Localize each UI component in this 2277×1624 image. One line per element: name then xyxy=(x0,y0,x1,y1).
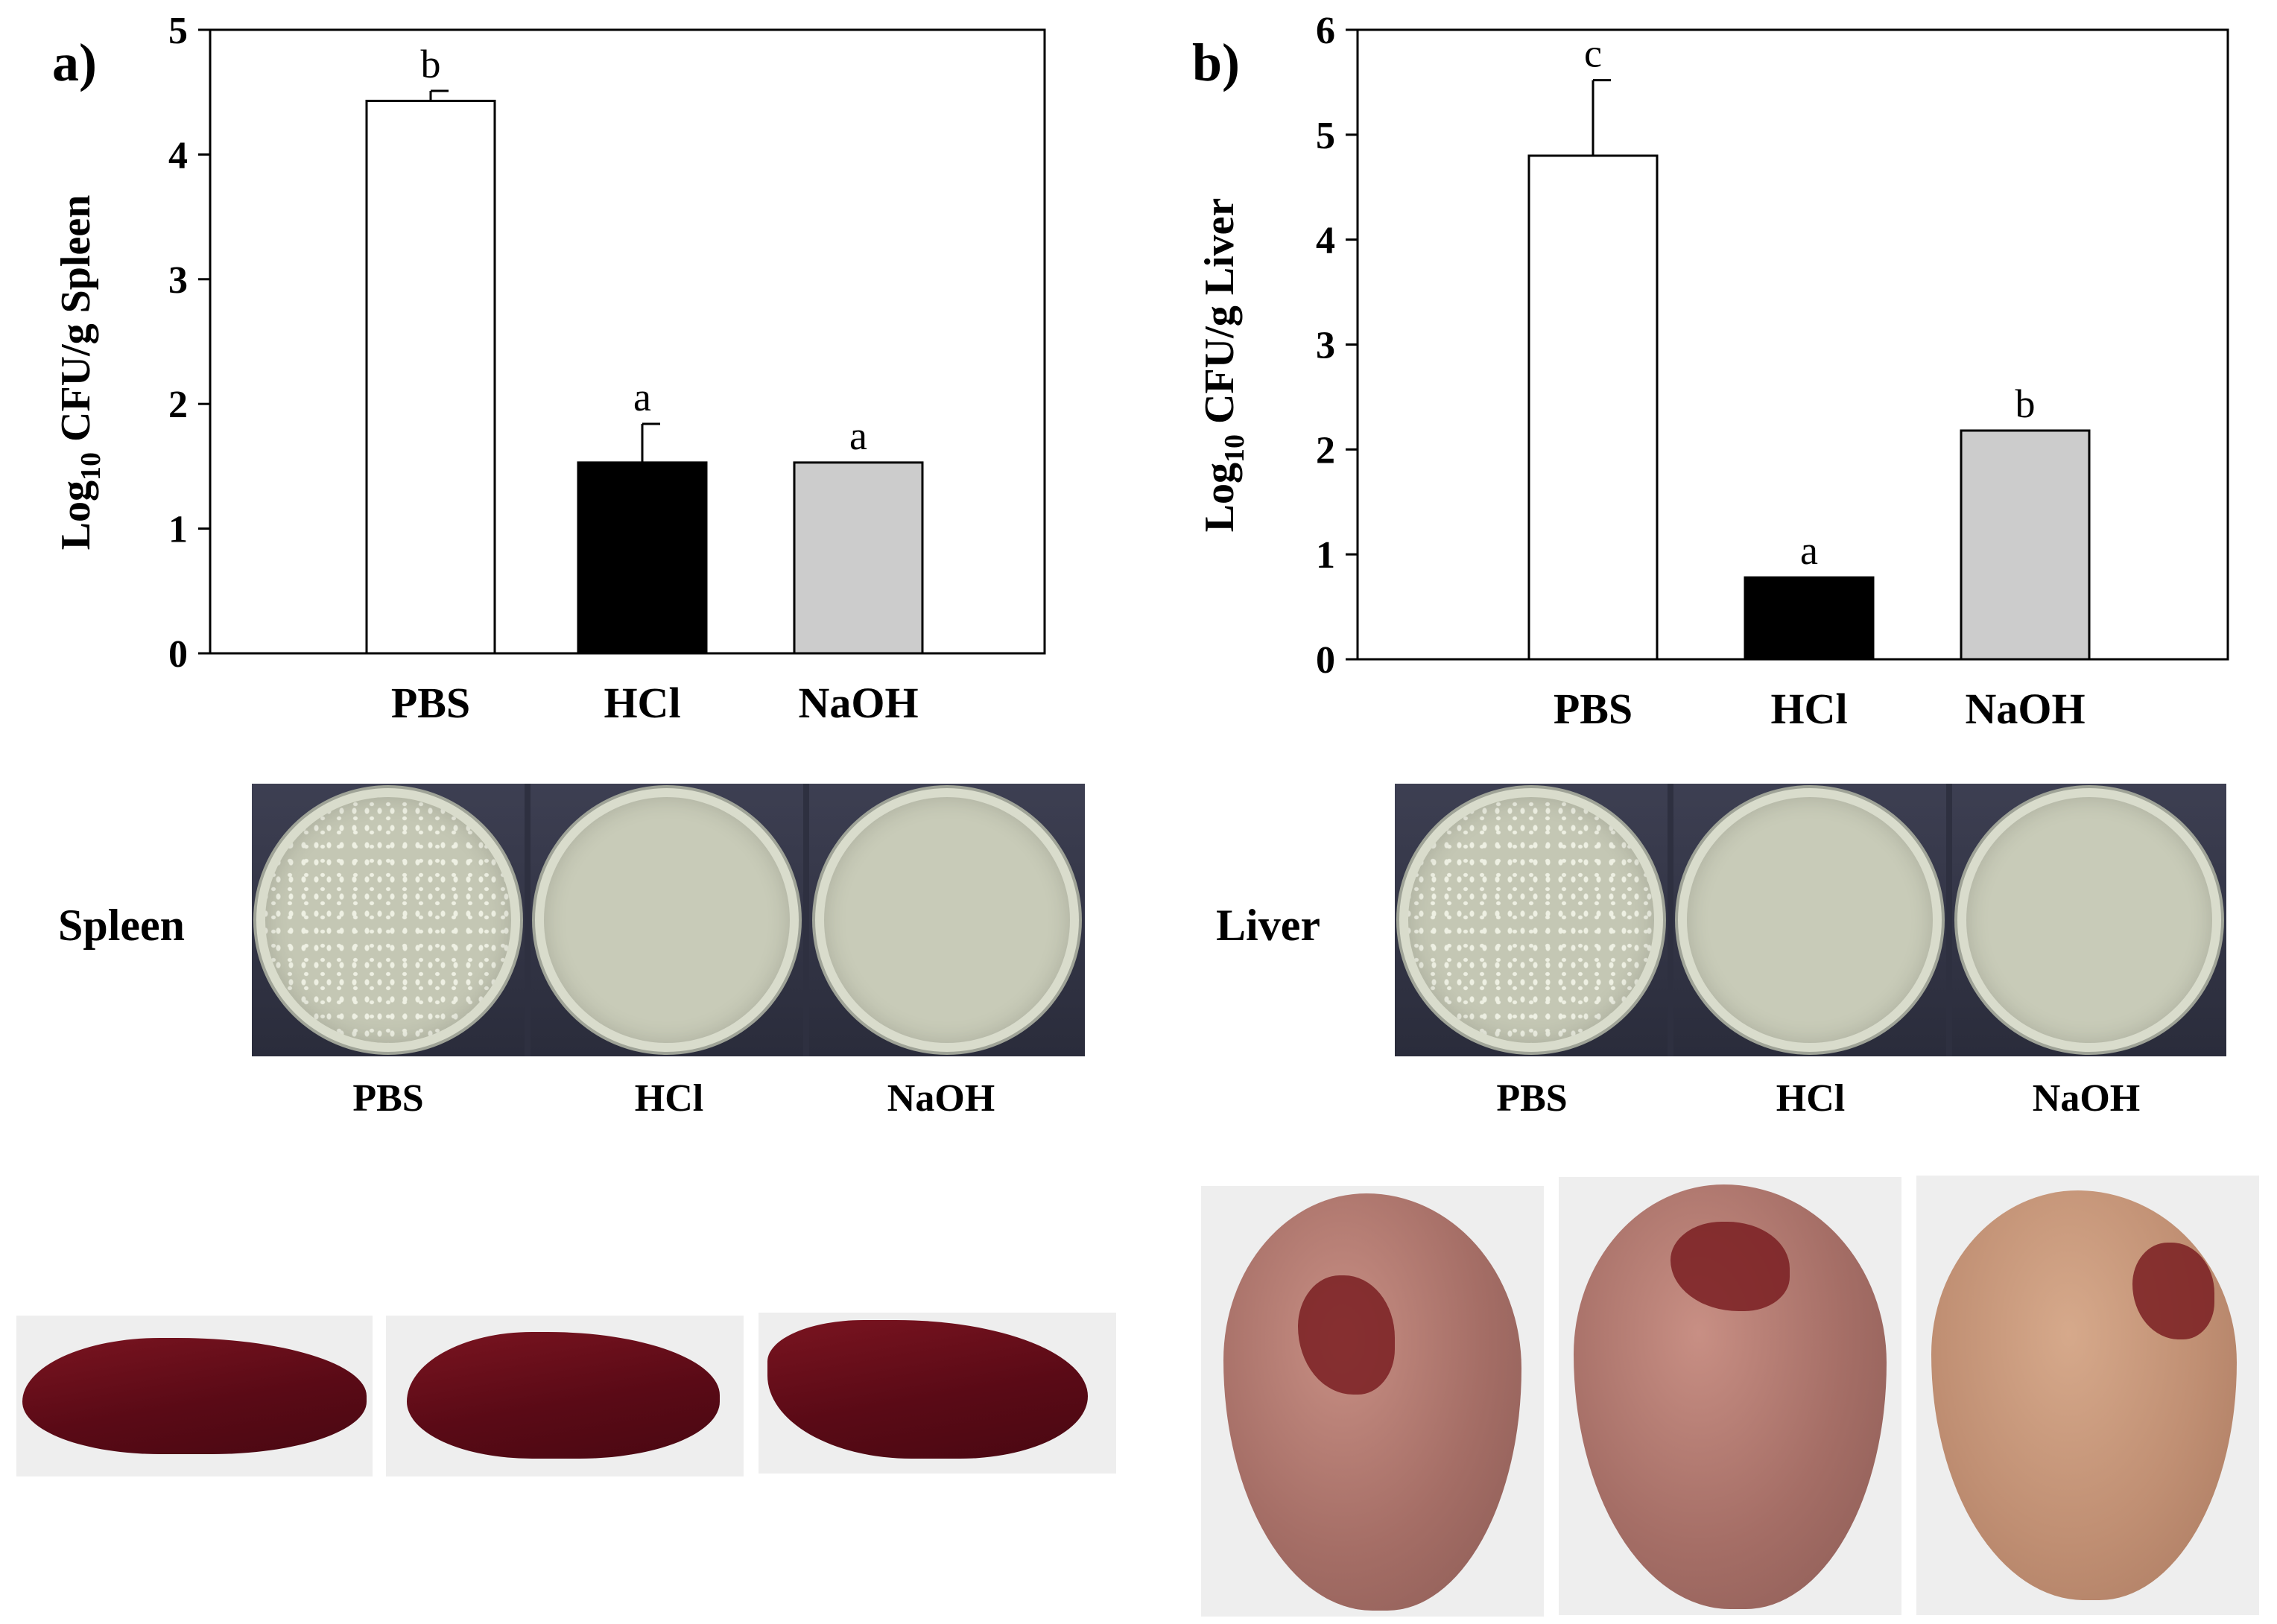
bar-naoh xyxy=(1960,429,2091,661)
svg-text:Log10 CFU/g Spleen: Log10 CFU/g Spleen xyxy=(53,195,107,551)
y-tick-label: 0 xyxy=(168,633,188,676)
liver-photo-naoh xyxy=(1916,1176,2259,1615)
chart-a-ylabel: Log10 CFU/g Spleen xyxy=(53,195,107,551)
y-tick-label: 6 xyxy=(1316,10,1335,52)
significance-label: b xyxy=(2015,381,2036,426)
spleen-plate-label-naoh: NaOH xyxy=(887,1077,995,1120)
y-tick-label: 4 xyxy=(168,134,188,177)
y-tick-label: 2 xyxy=(168,384,188,426)
y-tick-label: 3 xyxy=(1316,325,1335,367)
bar-hcl xyxy=(577,461,708,655)
x-tick-label: HCl xyxy=(1770,685,1847,733)
significance-label: c xyxy=(1584,31,1602,76)
liver-plates-label: Liver xyxy=(1216,901,1320,950)
spleen-plate-label-pbs: PBS xyxy=(352,1077,424,1120)
liver-plate-pbs xyxy=(1395,784,1668,1056)
panel-a-letter: a) xyxy=(52,33,97,92)
bar-pbs xyxy=(365,99,496,655)
liver-plate-label-naoh: NaOH xyxy=(2032,1077,2141,1120)
liver-photo-hcl xyxy=(1559,1177,1901,1615)
chart-b-ylabel: Log10 CFU/g Liver xyxy=(1197,198,1250,533)
y-tick-label: 1 xyxy=(168,509,188,551)
spleen-plates-label: Spleen xyxy=(58,901,186,950)
x-tick-label: PBS xyxy=(391,679,470,727)
y-tick-label: 4 xyxy=(1316,220,1335,262)
liver-plates-photo xyxy=(1395,784,2226,1056)
chart-b-frame xyxy=(1356,28,2229,661)
svg-text:Log10 CFU/g Liver: Log10 CFU/g Liver xyxy=(1197,198,1250,533)
liver-plate-hcl xyxy=(1673,784,1946,1056)
y-tick-label: 3 xyxy=(168,259,188,302)
panel-b-letter: b) xyxy=(1192,33,1240,92)
x-tick-label: HCl xyxy=(604,679,680,727)
chart-a: a) Log10 CFU/g Spleen 0 1 2 3 4 5 b PBS a HCl a NaO… xyxy=(52,10,1046,727)
spleen-photo-naoh xyxy=(759,1313,1116,1474)
bar-naoh xyxy=(793,461,924,655)
y-tick-label: 5 xyxy=(1316,115,1335,157)
chart-b: b) Log10 CFU/g Liver 0 1 2 3 4 5 6 c PBS a HCl b NaO… xyxy=(1192,10,2229,733)
x-tick-label: NaOH xyxy=(1965,685,2085,733)
significance-label: b xyxy=(421,42,441,86)
y-tick-label: 1 xyxy=(1316,534,1335,577)
liver-plate-naoh xyxy=(1952,784,2226,1056)
significance-label: a xyxy=(633,375,651,419)
spleen-plate-pbs xyxy=(252,784,525,1056)
spleen-photo-hcl xyxy=(386,1316,744,1476)
spleen-photo-pbs xyxy=(16,1316,373,1476)
liver-plate-label-hcl: HCl xyxy=(1776,1077,1846,1120)
y-tick-label: 2 xyxy=(1316,429,1335,472)
x-tick-label: PBS xyxy=(1554,685,1632,733)
spleen-plates-photo xyxy=(252,784,1085,1056)
bar-pbs xyxy=(1527,154,1659,661)
bar-hcl xyxy=(1744,576,1875,661)
liver-photo-pbs xyxy=(1201,1186,1544,1617)
spleen-plate-label-hcl: HCl xyxy=(634,1077,704,1120)
significance-label: a xyxy=(1800,528,1818,573)
liver-plate-label-pbs: PBS xyxy=(1496,1077,1568,1120)
significance-label: a xyxy=(849,413,867,458)
x-tick-label: NaOH xyxy=(798,679,918,727)
spleen-plate-naoh xyxy=(809,784,1085,1056)
y-tick-label: 0 xyxy=(1316,639,1335,682)
y-tick-label: 5 xyxy=(168,10,188,52)
spleen-plate-hcl xyxy=(531,784,803,1056)
